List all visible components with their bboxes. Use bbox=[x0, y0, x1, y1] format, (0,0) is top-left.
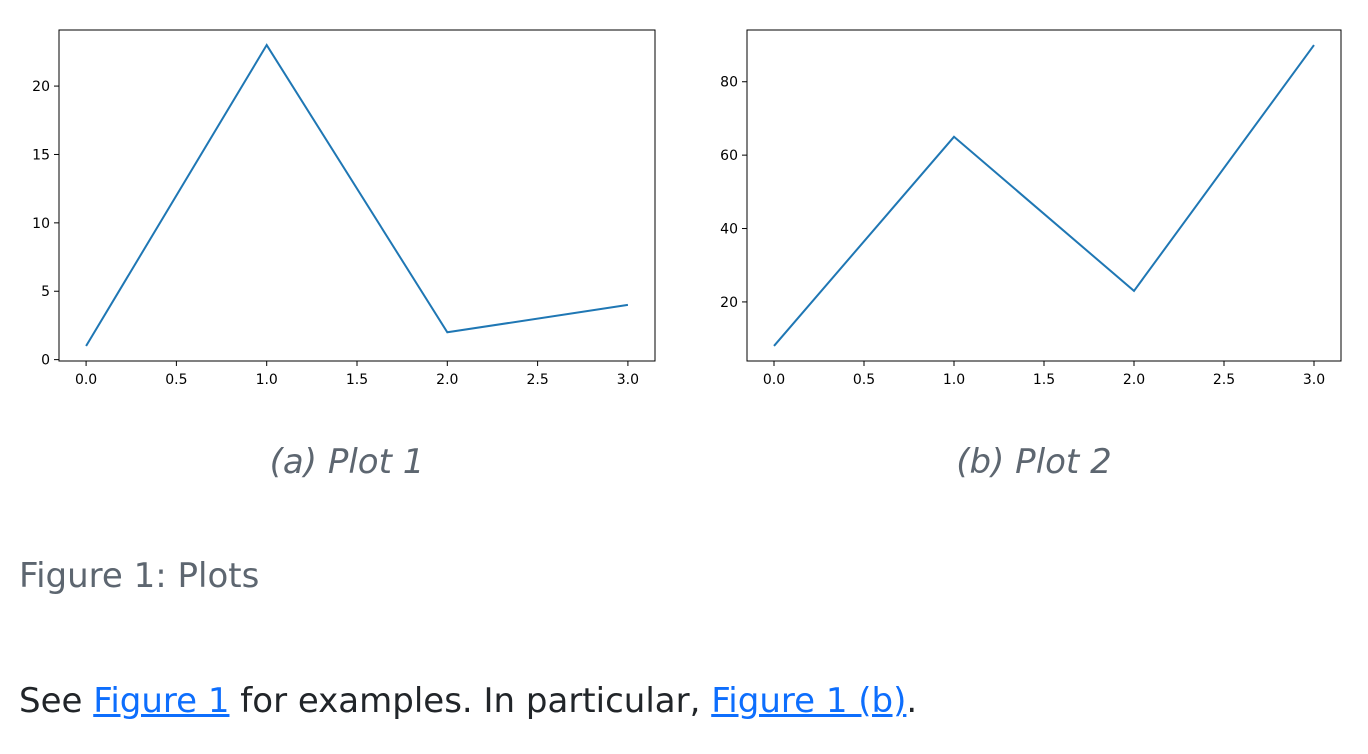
x-tick-label: 3.0 bbox=[1303, 372, 1325, 388]
y-tick-label: 5 bbox=[41, 284, 50, 300]
figure: 0 5 10 15 20 0.0 0.5 1.0 1.5 2.0 2.5 3.0 (a) Plot 1 2… bbox=[32, 29, 1342, 482]
figure-caption: Figure 1: Plots bbox=[19, 556, 260, 596]
plot-frame bbox=[746, 29, 1342, 362]
line bbox=[85, 43, 629, 347]
x-tick-label: 1.0 bbox=[256, 372, 278, 388]
y-tick-label: 20 bbox=[720, 295, 738, 311]
x-tick-label: 2.5 bbox=[1213, 372, 1235, 388]
subfigure-caption: (b) Plot 2 bbox=[956, 442, 1111, 482]
text: for examples. In particular, bbox=[240, 681, 701, 721]
x-tick-label: 1.5 bbox=[1033, 372, 1055, 388]
y-tick-label: 60 bbox=[720, 148, 738, 164]
y-tick-label: 15 bbox=[32, 147, 50, 163]
x-tick-label: 2.0 bbox=[1123, 372, 1145, 388]
x-tick-label: 1.5 bbox=[346, 372, 368, 388]
text: See bbox=[19, 681, 83, 721]
plot-frame bbox=[58, 29, 656, 362]
paragraph: See Figure 1 for examples. In particular… bbox=[19, 681, 917, 721]
y-tick-label: 40 bbox=[720, 222, 738, 238]
text: . bbox=[906, 681, 918, 721]
x-tick-label: 2.0 bbox=[436, 372, 458, 388]
x-tick-label: 0.0 bbox=[75, 372, 97, 388]
x-tick-label: 3.0 bbox=[617, 372, 639, 388]
y-tick-label: 80 bbox=[720, 75, 738, 91]
x-tick-label: 1.0 bbox=[943, 372, 965, 388]
link[interactable]: Figure 1 (b) bbox=[711, 681, 907, 721]
link[interactable]: Figure 1 bbox=[93, 681, 230, 721]
line bbox=[773, 44, 1315, 347]
y-tick-label: 10 bbox=[32, 216, 50, 232]
x-tick-label: 2.5 bbox=[526, 372, 548, 388]
y-tick-label: 0 bbox=[41, 353, 50, 369]
x-tick-label: 0.0 bbox=[763, 372, 785, 388]
y-tick-label: 20 bbox=[32, 79, 50, 95]
x-tick-label: 0.5 bbox=[165, 372, 187, 388]
subfigure-caption: (a) Plot 1 bbox=[270, 442, 425, 482]
x-tick-label: 0.5 bbox=[853, 372, 875, 388]
